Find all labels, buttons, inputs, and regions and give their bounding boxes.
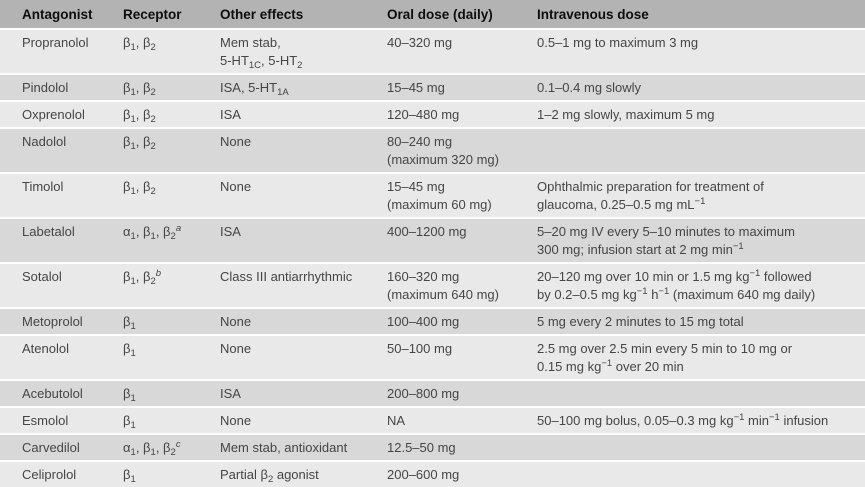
cell-oral: 15–45 mg (maximum 60 mg) <box>387 174 537 219</box>
cell-iv: 50–100 mg bolus, 0.05–0.3 mg kg−1 min−1 … <box>537 408 865 435</box>
cell-receptor: β1, β2 <box>123 129 220 174</box>
cell-receptor: α1, β1, β2c <box>123 435 220 462</box>
cell-receptor: β1, β2 <box>123 174 220 219</box>
cell-oral: 100–400 mg <box>387 309 537 336</box>
column-header-other-effects: Other effects <box>220 0 387 30</box>
cell-antagonist: Carvedilol <box>0 435 123 462</box>
cell-iv: 5–20 mg IV every 5–10 minutes to maximum… <box>537 219 865 264</box>
cell-receptor: α1, β1, β2a <box>123 219 220 264</box>
table-row: Nadolol β1, β2 None 80–240 mg (maximum 320 m… <box>0 129 865 174</box>
cell-oral: 80–240 mg (maximum 320 mg) <box>387 129 537 174</box>
cell-receptor: β1, β2 <box>123 75 220 102</box>
cell-effects: None <box>220 336 387 381</box>
table-row: Oxprenolol β1, β2 ISA 120–480 mg 1–2 mg slow… <box>0 102 865 129</box>
table-row: Metoprolol β1 None 100–400 mg 5 mg every 2 m… <box>0 309 865 336</box>
table-row: Carvedilol α1, β1, β2c Mem stab, antioxida… <box>0 435 865 462</box>
cell-oral: 12.5–50 mg <box>387 435 537 462</box>
cell-effects: None <box>220 129 387 174</box>
header-row: Antagonist Receptor Other effects Oral d… <box>0 0 865 30</box>
cell-oral: 40–320 mg <box>387 30 537 75</box>
cell-oral: 400–1200 mg <box>387 219 537 264</box>
cell-effects: None <box>220 408 387 435</box>
table-row: Propranolol β1, β2 Mem stab, 5-HT1C, 5-HT2 4… <box>0 30 865 75</box>
cell-effects: ISA, 5-HT1A <box>220 75 387 102</box>
cell-oral: 200–600 mg <box>387 462 537 487</box>
table-row: Atenolol β1 None 50–100 mg 2.5 mg over 2.5 m… <box>0 336 865 381</box>
cell-iv <box>537 435 865 462</box>
column-header-antagonist: Antagonist <box>0 0 123 30</box>
cell-receptor: β1 <box>123 309 220 336</box>
cell-iv: 2.5 mg over 2.5 min every 5 min to 10 mg… <box>537 336 865 381</box>
cell-oral: NA <box>387 408 537 435</box>
cell-effects: Mem stab, antioxidant <box>220 435 387 462</box>
table-row: Pindolol β1, β2 ISA, 5-HT1A 15–45 mg 0.1–0.4… <box>0 75 865 102</box>
cell-effects: Class III antiarrhythmic <box>220 264 387 309</box>
cell-oral: 200–800 mg <box>387 381 537 408</box>
table-header: Antagonist Receptor Other effects Oral d… <box>0 0 865 30</box>
cell-iv: 0.1–0.4 mg slowly <box>537 75 865 102</box>
table-row: Celiprolol β1 Partial β2 agonist 200–600 mg <box>0 462 865 487</box>
cell-receptor: β1, β2 <box>123 30 220 75</box>
cell-receptor: β1, β2 <box>123 102 220 129</box>
cell-receptor: β1 <box>123 336 220 381</box>
cell-oral: 120–480 mg <box>387 102 537 129</box>
cell-antagonist: Metoprolol <box>0 309 123 336</box>
cell-receptor: β1, β2b <box>123 264 220 309</box>
cell-antagonist: Celiprolol <box>0 462 123 487</box>
cell-antagonist: Esmolol <box>0 408 123 435</box>
cell-antagonist: Sotalol <box>0 264 123 309</box>
table-row: Esmolol β1 None NA 50–100 mg bolus, 0.05–0.3… <box>0 408 865 435</box>
cell-antagonist: Propranolol <box>0 30 123 75</box>
cell-iv: Ophthalmic preparation for treatment of g… <box>537 174 865 219</box>
column-header-oral-dose: Oral dose (daily) <box>387 0 537 30</box>
cell-effects: ISA <box>220 219 387 264</box>
column-header-intravenous-dose: Intravenous dose <box>537 0 865 30</box>
cell-oral: 15–45 mg <box>387 75 537 102</box>
cell-iv: 20–120 mg over 10 min or 1.5 mg kg−1 fol… <box>537 264 865 309</box>
cell-antagonist: Labetalol <box>0 219 123 264</box>
table-row: Timolol β1, β2 None 15–45 mg (maximum 60 mg)… <box>0 174 865 219</box>
cell-iv: 1–2 mg slowly, maximum 5 mg <box>537 102 865 129</box>
cell-antagonist: Acebutolol <box>0 381 123 408</box>
cell-effects: Partial β2 agonist <box>220 462 387 487</box>
cell-receptor: β1 <box>123 381 220 408</box>
cell-iv <box>537 381 865 408</box>
cell-iv: 5 mg every 2 minutes to 15 mg total <box>537 309 865 336</box>
table-body: Propranolol β1, β2 Mem stab, 5-HT1C, 5-HT2 4… <box>0 30 865 487</box>
cell-antagonist: Nadolol <box>0 129 123 174</box>
cell-iv <box>537 462 865 487</box>
cell-antagonist: Timolol <box>0 174 123 219</box>
cell-receptor: β1 <box>123 408 220 435</box>
cell-oral: 50–100 mg <box>387 336 537 381</box>
cell-effects: None <box>220 174 387 219</box>
cell-iv: 0.5–1 mg to maximum 3 mg <box>537 30 865 75</box>
cell-iv <box>537 129 865 174</box>
cell-oral: 160–320 mg (maximum 640 mg) <box>387 264 537 309</box>
column-header-receptor: Receptor <box>123 0 220 30</box>
cell-antagonist: Atenolol <box>0 336 123 381</box>
table-row: Sotalol β1, β2b Class III antiarrhythmic 16… <box>0 264 865 309</box>
cell-effects: ISA <box>220 102 387 129</box>
table-row: Labetalol α1, β1, β2a ISA 400–1200 mg 5–20 m… <box>0 219 865 264</box>
cell-receptor: β1 <box>123 462 220 487</box>
cell-effects: ISA <box>220 381 387 408</box>
cell-antagonist: Pindolol <box>0 75 123 102</box>
cell-antagonist: Oxprenolol <box>0 102 123 129</box>
cell-effects: Mem stab, 5-HT1C, 5-HT2 <box>220 30 387 75</box>
cell-effects: None <box>220 309 387 336</box>
table-row: Acebutolol β1 ISA 200–800 mg <box>0 381 865 408</box>
